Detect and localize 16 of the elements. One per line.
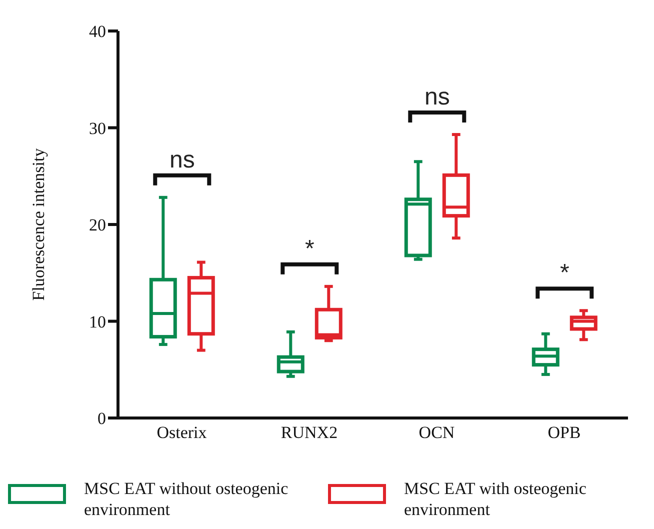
y-tick-label: 20 bbox=[89, 216, 106, 235]
annotation: ns bbox=[169, 146, 195, 174]
legend-label: MSC EAT with osteogenic environment bbox=[404, 478, 588, 520]
x-tick-label: OPB bbox=[548, 423, 581, 442]
x-tick-label: OCN bbox=[418, 423, 455, 442]
annotation: * bbox=[560, 260, 570, 287]
annotation: * bbox=[304, 235, 314, 262]
annotation: ns bbox=[424, 84, 450, 111]
y-axis-title: Fluorescence intensity bbox=[29, 148, 48, 301]
y-tick-label: 0 bbox=[98, 409, 106, 428]
y-tick-label: 30 bbox=[89, 118, 106, 138]
x-tick-label: Osterix bbox=[156, 423, 208, 442]
legend-label: MSC EAT without osteogenic environment bbox=[84, 478, 290, 520]
y-tick-label: 40 bbox=[89, 22, 106, 42]
x-tick-label: RUNX2 bbox=[280, 423, 338, 442]
y-tick-label: 10 bbox=[89, 312, 106, 332]
